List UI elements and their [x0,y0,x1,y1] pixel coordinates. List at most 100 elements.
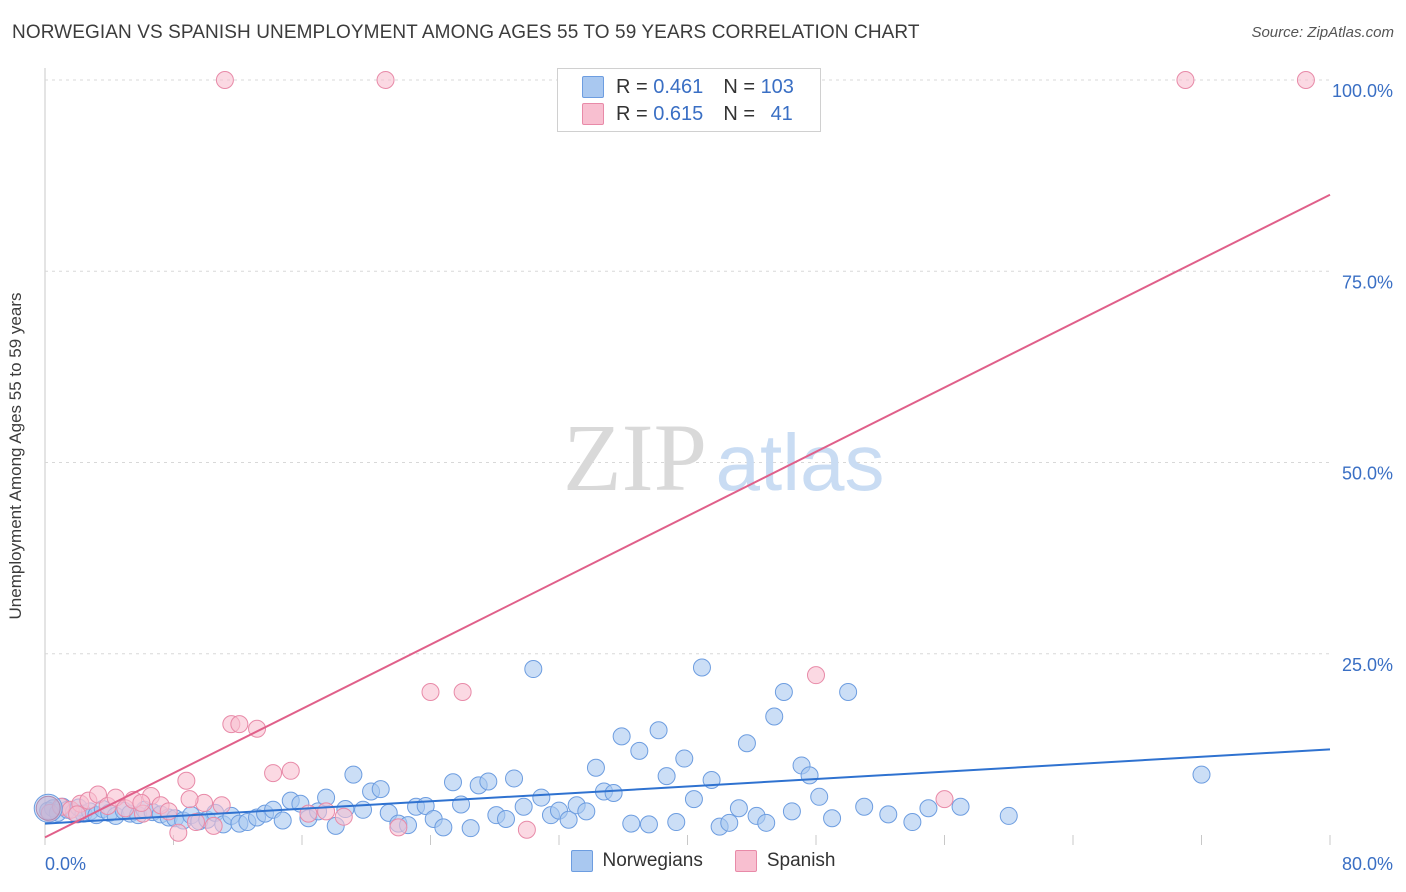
norwegian-point [951,797,970,816]
spanish-point [389,818,408,837]
norwegian-point [604,783,623,802]
norwegian-point [505,769,524,788]
series-label-norwegians: Norwegians [602,850,703,871]
spanish-point [807,666,825,685]
norwegian-point [612,727,631,746]
x-tick-label: 80.0% [1342,854,1393,874]
source-label: Source: ZipAtlas.com [1251,24,1394,41]
chart-title: NORWEGIAN VS SPANISH UNEMPLOYMENT AMONG … [12,22,920,43]
spanish-point [215,71,234,89]
norwegian-point [800,766,819,785]
norwegian-point [630,741,649,760]
norwegian-point [559,810,578,829]
norwegian-point [737,734,756,753]
norwegian-point [879,805,898,824]
norwegian-point [810,787,829,806]
series-legend-spanish: Spanish [734,850,836,872]
spanish-point [204,816,223,835]
spanish-point [517,820,536,839]
norwegian-point [344,765,363,784]
legend-n-value: 103 [760,75,794,98]
norwegian-point [774,683,793,701]
legend-n-value: 41 [770,102,793,125]
norwegian-point [639,815,658,834]
spanish-point [230,715,249,734]
norwegian-point [675,749,694,768]
series-swatch-spanish [734,850,757,872]
norwegian-point [999,806,1018,825]
norwegian-point [496,809,515,828]
legend-n-label: N = [723,102,761,125]
correlation-legend: R = 0.461 N = 103 R = 0.615 N = 41 [557,68,821,132]
watermark-atlas: atlas [716,418,885,507]
norwegian-point [524,660,543,679]
norwegian-point [33,793,63,823]
watermark-zip: ZIP [563,404,707,511]
spanish-trend-line [44,193,1331,839]
norwegian-point [855,797,874,816]
y-tick-label: 75.0% [1342,272,1393,292]
spanish-point [317,802,336,821]
spanish-point [376,71,395,89]
norwegian-point [461,819,480,838]
legend-row-spanish: R = 0.615 N = 41 [582,101,793,127]
norwegian-point [532,788,551,807]
spanish-point [89,785,108,804]
spanish-point [1176,71,1195,89]
norwegian-point [757,813,776,832]
norwegian-point [765,707,784,726]
spanish-point [35,795,61,821]
spanish-point [1296,71,1315,89]
spanish-point [264,764,283,783]
legend-row-norwegians: R = 0.461 N = 103 [582,74,794,100]
legend-n-label: N = [723,75,761,98]
spanish-point [177,771,196,790]
norwegian-point [782,802,801,821]
norwegian-point [479,772,498,791]
spanish-point [169,823,188,842]
norwegian-point [729,799,748,818]
norwegian-point [586,758,605,777]
spanish-point [935,790,954,809]
norwegian-point [657,767,676,786]
norwegian-point [903,813,922,832]
norwegian-point [577,802,596,821]
legend-r-label: R = [616,75,654,98]
norwegian-point [434,818,453,837]
series-label-spanish: Spanish [766,850,836,871]
legend-r-label: R = [616,102,654,125]
legend-swatch-spanish [582,103,604,125]
y-tick-label: 100.0% [1332,81,1393,101]
norwegian-point [667,813,686,832]
norwegian-point [354,800,373,819]
norwegian-point [514,797,533,816]
norwegian-point [720,813,739,832]
norwegian-point [622,814,641,833]
spanish-point [421,683,440,701]
norwegian-point [273,811,292,830]
norwegian-point [684,790,703,809]
spanish-point [281,761,300,780]
norwegian-point [823,809,842,828]
legend-r-value: 0.461 [653,75,704,98]
spanish-point [334,807,353,826]
norwegian-point [649,721,668,740]
norwegian-point [371,780,390,799]
norwegian-point [1192,765,1211,784]
y-tick-label: 25.0% [1342,655,1393,675]
spanish-point [453,683,472,701]
legend-r-value: 0.615 [653,102,704,125]
norwegian-trend-line [44,748,1331,825]
spanish-point [212,796,231,815]
norwegian-point [839,683,858,701]
y-tick-label: 50.0% [1342,464,1393,484]
spanish-point [186,813,205,832]
x-tick-label: 0.0% [45,854,86,874]
series-swatch-norwegians [570,850,593,872]
series-legend: Norwegians Spanish [0,850,1406,872]
spanish-point [132,793,151,812]
legend-swatch-norwegians [582,76,604,98]
norwegian-point [443,773,462,792]
norwegian-point [692,658,711,677]
